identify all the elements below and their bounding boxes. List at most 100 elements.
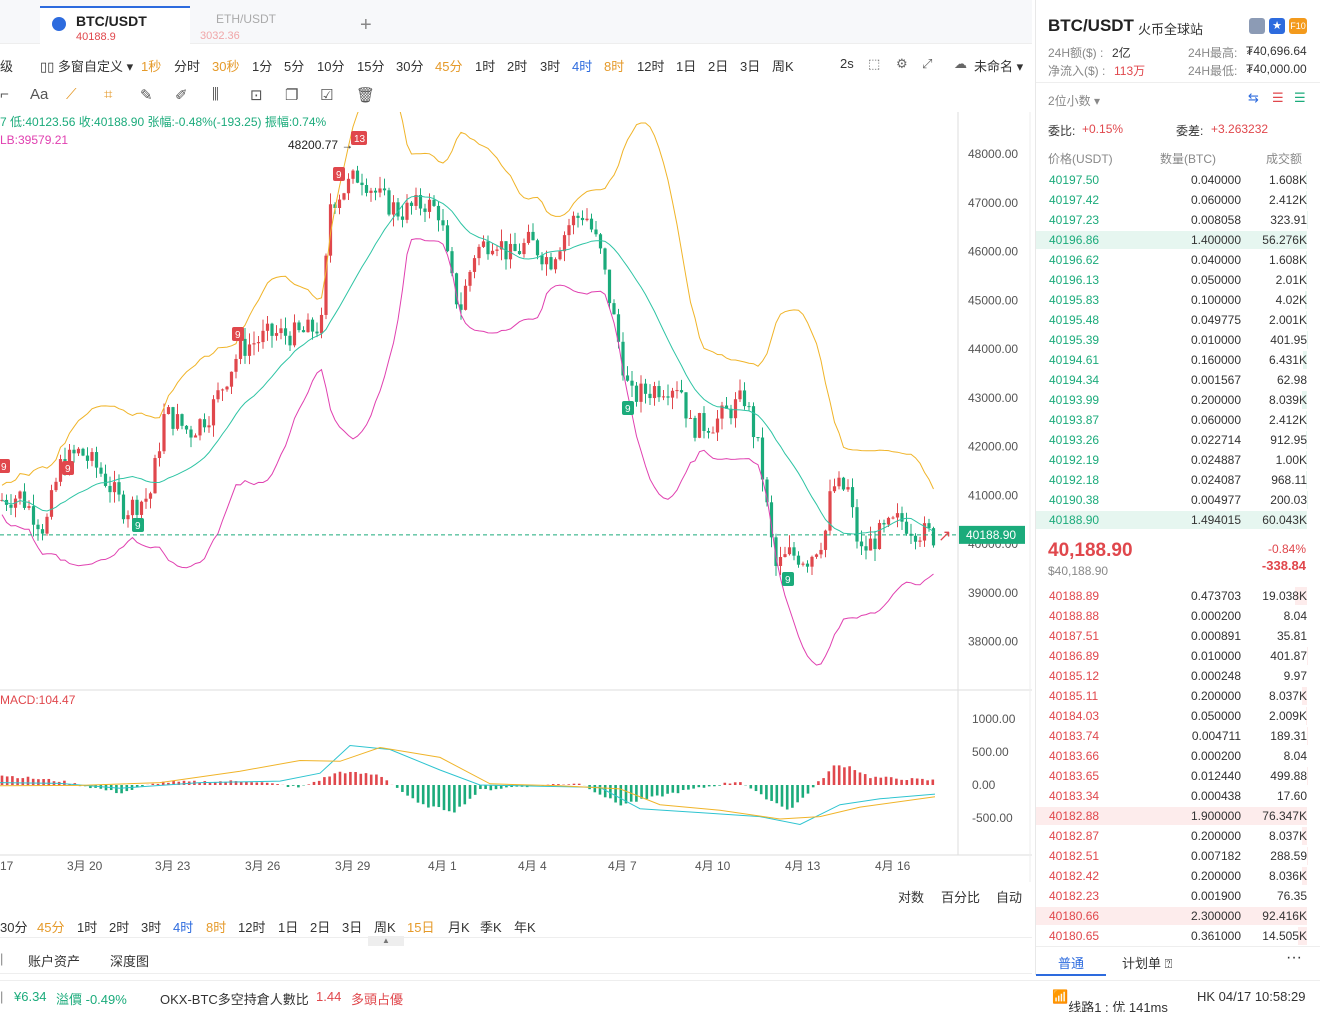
bid-row[interactable]: 40196.86 1.400000 56.276K	[1036, 230, 1320, 250]
favorite-star-icon[interactable]: ★	[1269, 18, 1285, 34]
interval-21[interactable]: 周K	[772, 59, 794, 74]
interval-15[interactable]: 4时	[572, 59, 593, 74]
ask-row[interactable]: 40186.89 0.010000 401.87	[1036, 646, 1320, 666]
edit-icon[interactable]: ☑	[320, 87, 334, 104]
more-icon[interactable]: ···	[1286, 949, 1302, 966]
interval-12[interactable]: 15日	[407, 920, 435, 935]
ask-row[interactable]: 40182.23 0.001900 76.35	[1036, 886, 1320, 906]
pattern-tool-icon[interactable]: ⌗	[104, 86, 113, 103]
ask-row[interactable]: 40185.11 0.200000 8.037K	[1036, 686, 1320, 706]
collapse-handle[interactable]: ▲	[368, 936, 404, 946]
bid-row[interactable]: 40197.50 0.040000 1.608K	[1036, 170, 1320, 190]
percent-scale-button[interactable]: 百分比	[941, 890, 981, 905]
ask-row[interactable]: 40180.66 2.300000 92.416K	[1036, 906, 1320, 926]
interval-14[interactable]: 3时	[540, 59, 561, 74]
interval-23[interactable]: 未命名 ▾	[974, 59, 1024, 74]
settings-icon[interactable]: ⚙	[896, 56, 908, 71]
ask-row[interactable]: 40182.87 0.200000 8.037K	[1036, 826, 1320, 846]
interval-6[interactable]: 8时	[206, 920, 227, 935]
ask-row[interactable]: 40183.74 0.004711 189.31	[1036, 726, 1320, 746]
ask-row[interactable]: 40180.65 0.361000 14.505K	[1036, 926, 1320, 946]
interval-18[interactable]: 1日	[676, 59, 697, 74]
bid-row[interactable]: 40194.34 0.001567 62.98	[1036, 370, 1320, 390]
interval-14[interactable]: 季K	[480, 920, 502, 935]
ask-row[interactable]: 40188.88 0.000200 8.04	[1036, 606, 1320, 626]
tab-eth-usdt[interactable]: ETH/USDT 3032.36	[200, 6, 350, 44]
interval-2[interactable]: 自定义 ▾	[84, 59, 134, 74]
decimals-select[interactable]: 2位小数 ▾	[1048, 94, 1101, 108]
bid-row[interactable]: 40192.19 0.024887 1.00K	[1036, 450, 1320, 470]
interval-4[interactable]: 3时	[141, 920, 162, 935]
ask-row[interactable]: 40182.88 1.900000 76.347K	[1036, 806, 1320, 826]
interval-8[interactable]: 1日	[278, 920, 299, 935]
interval-17[interactable]: 12时	[637, 59, 665, 74]
brush-icon[interactable]: ✐	[175, 87, 188, 104]
bid-row[interactable]: 40188.90 1.494015 60.043K	[1036, 510, 1320, 530]
bid-row[interactable]: 40190.38 0.004977 200.03	[1036, 490, 1320, 510]
interval-15[interactable]: 年K	[514, 920, 536, 935]
interval-5[interactable]: 4时	[173, 920, 194, 935]
ask-row[interactable]: 40183.65 0.012440 499.88	[1036, 766, 1320, 786]
bid-row[interactable]: 40197.23 0.008058 323.91	[1036, 210, 1320, 230]
bid-row[interactable]: 40196.62 0.040000 1.608K	[1036, 250, 1320, 270]
interval-12[interactable]: 1时	[475, 59, 496, 74]
ask-row[interactable]: 40188.89 0.473703 19.038K	[1036, 586, 1320, 606]
interval-20[interactable]: 3日	[740, 59, 761, 74]
ask-row[interactable]: 40187.51 0.000891 35.81	[1036, 626, 1320, 646]
interval-9[interactable]: 2日	[310, 920, 331, 935]
interval-19[interactable]: 2日	[708, 59, 729, 74]
bid-row[interactable]: 40194.61 0.160000 6.431K	[1036, 350, 1320, 370]
ask-row[interactable]: 40182.51 0.007182 288.59	[1036, 846, 1320, 866]
ask-row[interactable]: 40183.34 0.000438 17.60	[1036, 786, 1320, 806]
bid-row[interactable]: 40192.18 0.024087 968.11	[1036, 470, 1320, 490]
interval-4[interactable]: 分时	[174, 59, 201, 74]
tab-btc-usdt[interactable]: BTC/USDT 40188.9	[40, 6, 190, 44]
interval-6[interactable]: 1分	[252, 59, 273, 74]
interval-10[interactable]: 3日	[342, 920, 363, 935]
tab-account-assets[interactable]: 账户资产	[28, 954, 81, 969]
kline-chart[interactable]: 48000.00 47000.00 46000.00 45000.00 44000.00…	[0, 82, 1032, 882]
interval-10[interactable]: 30分	[396, 59, 424, 74]
interval-22[interactable]: 2s	[840, 56, 854, 71]
book-mode-bid-icon[interactable]: ☰	[1294, 90, 1306, 105]
interval-0[interactable]: 30分	[0, 920, 28, 935]
interval-9[interactable]: 15分	[357, 59, 385, 74]
ask-row[interactable]: 40184.03 0.050000 2.009K	[1036, 706, 1320, 726]
book-mode-ask-icon[interactable]: ☰	[1272, 90, 1284, 105]
copy-icon[interactable]: ❐	[285, 87, 299, 104]
log-scale-button[interactable]: 对数	[898, 890, 925, 905]
text-tool-icon[interactable]: Aa	[30, 86, 49, 103]
alert-icon[interactable]	[1249, 18, 1265, 34]
tab-depth-chart[interactable]: 深度图	[110, 954, 150, 969]
interval-11[interactable]: 周K	[374, 920, 396, 935]
bid-row[interactable]: 40195.83 0.100000 4.02K	[1036, 290, 1320, 310]
bid-row[interactable]: 40193.99 0.200000 8.039K	[1036, 390, 1320, 410]
interval-3[interactable]: 1秒	[141, 59, 162, 74]
interval-13[interactable]: 月K	[448, 920, 470, 935]
tab-normal[interactable]: 普通	[1058, 956, 1085, 971]
interval-3[interactable]: 2时	[109, 920, 130, 935]
interval-1[interactable]: 45分	[37, 920, 65, 935]
fullscreen-icon[interactable]: ⤢	[922, 56, 933, 71]
book-mode-both-icon[interactable]: ⇆	[1248, 90, 1259, 105]
interval-1[interactable]: ▯▯ 多窗	[40, 59, 84, 74]
auto-scale-button[interactable]: 自动	[996, 890, 1023, 905]
cloud-icon[interactable]: ☁	[954, 56, 967, 71]
layout-icon[interactable]: ⬚	[868, 56, 881, 71]
lock-icon[interactable]: ⊡	[250, 87, 263, 104]
bid-row[interactable]: 40197.42 0.060000 2.412K	[1036, 190, 1320, 210]
measure-icon[interactable]: ⫼	[212, 86, 219, 103]
interval-13[interactable]: 2时	[507, 59, 528, 74]
interval-11[interactable]: 45分	[435, 59, 463, 74]
ask-row[interactable]: 40183.66 0.000200 8.04	[1036, 746, 1320, 766]
add-tab-icon[interactable]: +	[360, 14, 372, 36]
bid-row[interactable]: 40193.87 0.060000 2.412K	[1036, 410, 1320, 430]
interval-2[interactable]: 1时	[77, 920, 98, 935]
interval-16[interactable]: 8时	[604, 59, 625, 74]
f10-icon[interactable]: F10	[1289, 18, 1307, 34]
trash-icon[interactable]: 🗑	[356, 87, 376, 104]
cursor-icon[interactable]: ⌐	[0, 86, 9, 103]
interval-8[interactable]: 10分	[317, 59, 345, 74]
fib-tool-icon[interactable]: ⟋	[66, 86, 77, 103]
subtab-left[interactable]: |	[0, 951, 4, 966]
